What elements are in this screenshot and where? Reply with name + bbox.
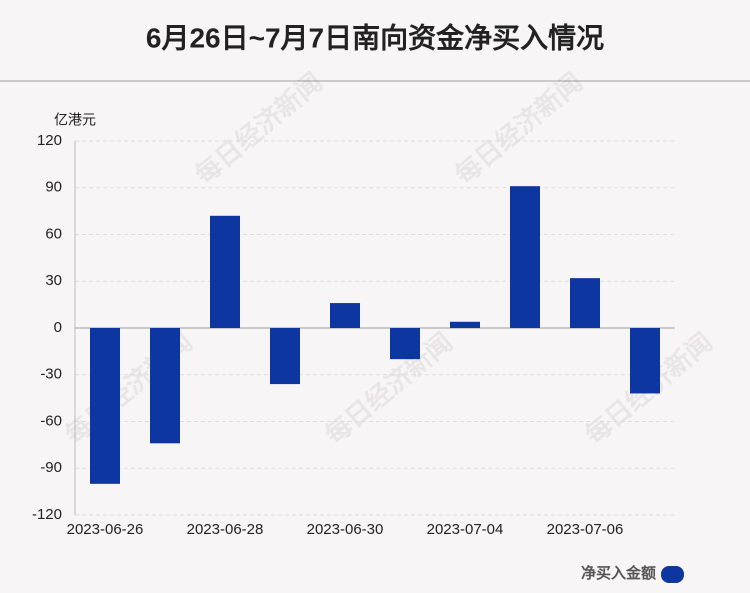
legend-label: 净买入金额 [581, 564, 656, 582]
bar [390, 328, 420, 360]
chart-title: 6月26日~7月7日南向资金净买入情况 [146, 21, 604, 53]
x-tick-label: 2023-07-04 [427, 521, 504, 538]
legend-swatch [661, 566, 684, 583]
y-unit: 亿港元 [54, 112, 96, 128]
y-tick-label: 0 [54, 319, 62, 336]
bar [630, 328, 660, 394]
y-tick-label: -120 [32, 506, 62, 523]
bar [450, 321, 480, 328]
y-tick-label: 120 [37, 132, 62, 149]
bar [90, 328, 120, 484]
y-tick-label: -30 [40, 366, 62, 383]
x-tick-label: 2023-06-26 [67, 521, 144, 538]
y-tick-label: 90 [45, 179, 62, 196]
bar [510, 186, 540, 328]
bar [270, 328, 300, 385]
bar [330, 303, 360, 328]
y-tick-label: 60 [45, 225, 62, 242]
x-tick-label: 2023-07-06 [547, 521, 624, 538]
bar [570, 278, 600, 328]
x-tick-label: 2023-06-30 [307, 521, 384, 538]
x-tick-label: 2023-06-28 [187, 521, 264, 538]
bar [150, 328, 180, 444]
y-tick-label: -60 [40, 412, 62, 429]
bar [210, 215, 240, 328]
y-tick-label: 30 [45, 272, 62, 289]
y-tick-label: -90 [40, 459, 62, 476]
